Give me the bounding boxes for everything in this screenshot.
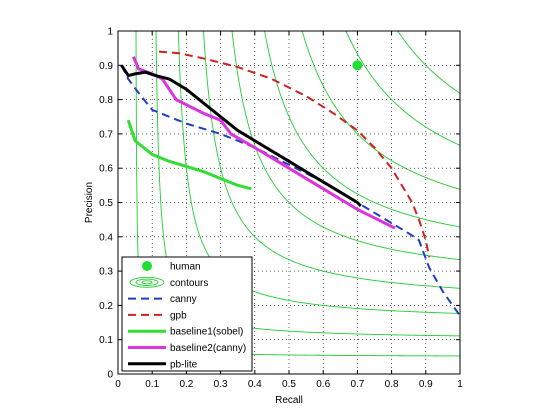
y-axis-label: Precision [84, 182, 95, 223]
gpb-line [158, 50, 431, 258]
legend-label: pb-lite [170, 359, 198, 370]
y-tick-label: 0.9 [99, 61, 113, 72]
x-tick-label: 0.4 [248, 379, 262, 390]
x-tick-label: 0.6 [316, 379, 330, 390]
legend-marker-contours [135, 278, 159, 286]
x-tick-label: 0.3 [214, 379, 228, 390]
pb-lite-line [120, 64, 362, 207]
axis-ticks: 0 0.1 0.2 0.3 0.4 0.5 0.6 0.7 0.8 0.9 1 0 0.1 0.2 0.3 0… [99, 27, 463, 391]
legend-label: baseline1(sobel) [170, 327, 243, 338]
y-tick-label: 0.1 [99, 335, 113, 346]
f-contour-line [301, 31, 460, 190]
f-contour-line [231, 31, 460, 261]
f-contour-line [397, 31, 460, 94]
x-tick-label: 0.8 [385, 379, 399, 390]
f-contour-line [203, 31, 460, 289]
legend-marker-contours [129, 276, 165, 288]
x-tick-label: 1 [457, 379, 463, 390]
f-contour-line [264, 31, 460, 228]
y-tick-label: 0 [107, 370, 113, 381]
series-layer [120, 50, 460, 317]
legend: human contours canny gpb baseline1(sobel) bas… [121, 256, 253, 372]
y-tick-label: 0.2 [99, 301, 113, 312]
x-tick-label: 0.1 [145, 379, 159, 390]
legend-label: human [170, 262, 201, 273]
y-tick-label: 0.5 [99, 198, 113, 209]
y-tick-label: 0.6 [99, 164, 113, 175]
y-tick-label: 0.7 [99, 129, 113, 140]
legend-label: contours [170, 278, 208, 289]
legend-label: baseline2(canny) [170, 343, 246, 354]
x-tick-label: 0.2 [179, 379, 193, 390]
legend-marker-contours [141, 280, 153, 285]
f-contour-line [177, 31, 460, 314]
y-tick-label: 0.8 [99, 95, 113, 106]
legend-marker-human [142, 261, 152, 271]
f-contour-line [345, 31, 460, 146]
x-tick-label: 0.7 [350, 379, 364, 390]
legend-label: canny [170, 294, 197, 305]
x-tick-label: 0 [115, 379, 121, 390]
human-point [352, 60, 363, 71]
y-tick-label: 0.3 [99, 267, 113, 278]
baseline1-sobel-line [126, 119, 252, 191]
x-tick-label: 0.9 [419, 379, 433, 390]
x-axis-label: Recall [275, 395, 303, 406]
y-tick-label: 0.4 [99, 232, 113, 243]
x-tick-label: 0.5 [282, 379, 296, 390]
legend-label: gpb [170, 310, 187, 321]
y-tick-label: 1 [107, 27, 113, 38]
